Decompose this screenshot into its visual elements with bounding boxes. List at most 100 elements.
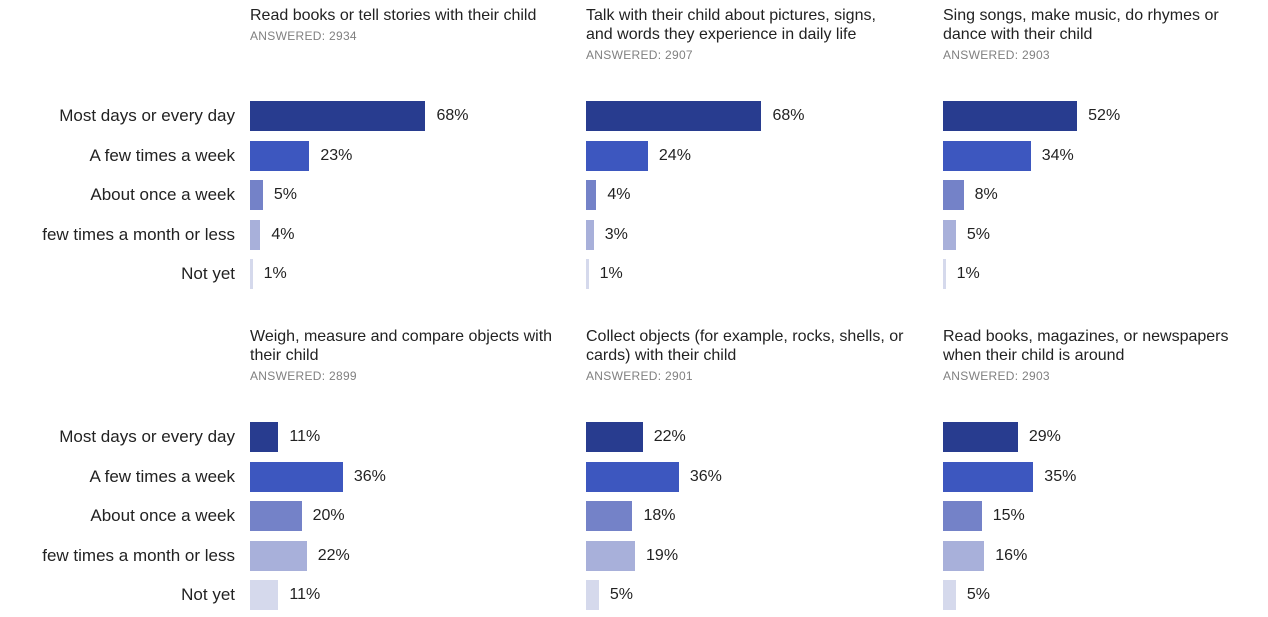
category-label: Not yet — [181, 585, 235, 604]
data-label: 36% — [353, 467, 386, 485]
bar[interactable] — [586, 259, 589, 289]
bar[interactable] — [250, 259, 253, 289]
answered-value: 2903 — [1022, 369, 1050, 383]
data-label: 68% — [436, 107, 469, 124]
data-label: 20% — [312, 507, 345, 524]
panel-title-text: Read books, magazines, or newspapers whe… — [943, 328, 1229, 364]
data-label: 11% — [289, 586, 321, 603]
answered-value: 2903 — [1022, 48, 1050, 62]
data-label: 3% — [604, 225, 628, 243]
bar[interactable] — [943, 219, 956, 250]
bar[interactable] — [943, 461, 1034, 492]
bar[interactable] — [586, 461, 679, 492]
answered-count: ANSWERED: 2934 — [250, 27, 570, 46]
data-label: 22% — [317, 546, 350, 564]
panel-title: Read books or tell stories with their ch… — [250, 6, 570, 46]
chart-panel: Sing songs, make music, do rhymes or dan… — [943, 6, 1268, 296]
chart-panel: Read books, magazines, or newspapers whe… — [943, 327, 1268, 617]
category-label: A few times a week — [89, 466, 235, 486]
data-label: 1% — [599, 265, 623, 282]
data-label: 16% — [995, 546, 1028, 564]
bar[interactable] — [250, 580, 279, 610]
data-label: 52% — [1088, 107, 1121, 124]
bar[interactable] — [250, 422, 279, 452]
data-label: 5% — [966, 586, 991, 603]
data-label: 5% — [273, 186, 298, 203]
answered-count: ANSWERED: 2907 — [586, 46, 906, 65]
answered-count: ANSWERED: 2901 — [586, 367, 906, 386]
data-label: 18% — [643, 507, 676, 524]
bar[interactable] — [250, 219, 261, 250]
bar[interactable] — [586, 140, 648, 171]
chart-panel: Weigh, measure and compare objects with … — [250, 327, 580, 617]
data-label: 1% — [263, 265, 287, 282]
bar[interactable] — [586, 501, 633, 531]
data-label: 15% — [992, 507, 1025, 524]
data-label: 36% — [689, 467, 722, 485]
answered-value: 2907 — [665, 48, 693, 62]
category-label: Not yet — [181, 264, 235, 283]
category-label: About once a week — [90, 185, 235, 204]
panel-title-text: Read books or tell stories with their ch… — [250, 7, 537, 24]
answered-count: ANSWERED: 2903 — [943, 46, 1263, 65]
bar[interactable] — [250, 461, 343, 492]
answered-value: 2899 — [329, 369, 357, 383]
category-label: A few times a week — [89, 145, 235, 165]
data-label: 68% — [772, 107, 805, 124]
panel-title-text: Collect objects (for example, rocks, she… — [586, 328, 904, 364]
data-label: 5% — [609, 586, 634, 603]
bar[interactable] — [586, 422, 643, 452]
category-label: Most days or every day — [59, 106, 235, 125]
data-label: 34% — [1041, 146, 1074, 164]
data-label: 4% — [271, 225, 295, 243]
answered-label: ANSWERED: — [943, 48, 1019, 62]
category-label: Most days or every day — [59, 427, 235, 446]
answered-value: 2901 — [665, 369, 693, 383]
panel-title: Talk with their child about pictures, si… — [586, 6, 906, 65]
panel-title-text: Talk with their child about pictures, si… — [586, 7, 876, 43]
bar[interactable] — [250, 140, 310, 171]
data-label: 4% — [607, 186, 631, 203]
answered-label: ANSWERED: — [250, 369, 326, 383]
data-label: 1% — [956, 265, 980, 282]
panel-title: Collect objects (for example, rocks, she… — [586, 327, 906, 386]
bar[interactable] — [586, 580, 599, 610]
bar[interactable] — [943, 101, 1078, 131]
data-label: 23% — [320, 146, 353, 164]
data-label: 11% — [289, 428, 321, 445]
data-label: 22% — [653, 428, 686, 445]
bar[interactable] — [250, 540, 307, 571]
bar[interactable] — [250, 101, 426, 131]
answered-label: ANSWERED: — [586, 369, 662, 383]
panel-title: Sing songs, make music, do rhymes or dan… — [943, 6, 1263, 65]
category-label: few times a month or less — [42, 224, 235, 244]
data-label: 19% — [646, 546, 679, 564]
panel-title-text: Sing songs, make music, do rhymes or dan… — [943, 7, 1219, 43]
data-label: 5% — [966, 225, 991, 243]
bar[interactable] — [586, 101, 762, 131]
chart-panel: Talk with their child about pictures, si… — [586, 6, 916, 296]
bar[interactable] — [943, 259, 946, 289]
bar[interactable] — [586, 540, 636, 571]
answered-value: 2934 — [329, 29, 357, 43]
bar[interactable] — [943, 180, 964, 210]
answered-count: ANSWERED: 2899 — [250, 367, 570, 386]
answered-label: ANSWERED: — [586, 48, 662, 62]
bar[interactable] — [943, 501, 982, 531]
answered-label: ANSWERED: — [250, 29, 326, 43]
answered-label: ANSWERED: — [943, 369, 1019, 383]
bar[interactable] — [943, 580, 956, 610]
category-label: few times a month or less — [42, 545, 235, 565]
panel-title-text: Weigh, measure and compare objects with … — [250, 328, 553, 364]
bar[interactable] — [586, 180, 597, 210]
data-label: 29% — [1028, 428, 1061, 445]
panel-title: Weigh, measure and compare objects with … — [250, 327, 570, 386]
bar[interactable] — [586, 219, 594, 250]
bar[interactable] — [943, 422, 1018, 452]
bar[interactable] — [943, 140, 1031, 171]
panel-title: Read books, magazines, or newspapers whe… — [943, 327, 1263, 386]
chart-panel: Collect objects (for example, rocks, she… — [586, 327, 916, 617]
bar[interactable] — [250, 501, 302, 531]
bar[interactable] — [250, 180, 263, 210]
bar[interactable] — [943, 540, 985, 571]
